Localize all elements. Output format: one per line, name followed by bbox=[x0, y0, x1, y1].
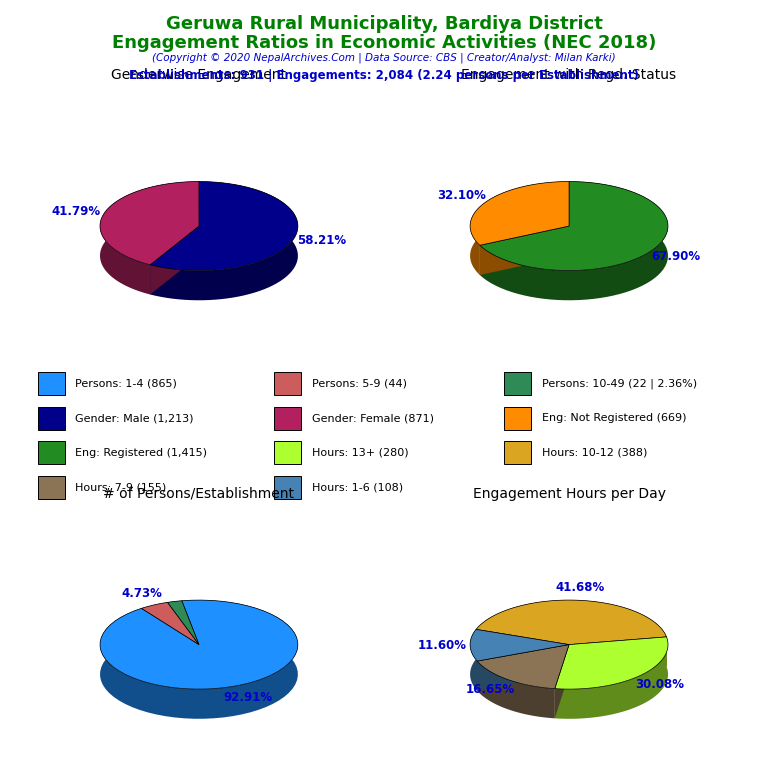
Bar bbox=[504, 372, 531, 396]
Polygon shape bbox=[477, 644, 569, 690]
Text: 41.68%: 41.68% bbox=[555, 581, 604, 594]
Polygon shape bbox=[150, 226, 199, 294]
Polygon shape bbox=[150, 181, 298, 300]
Text: 16.65%: 16.65% bbox=[466, 683, 515, 696]
Polygon shape bbox=[554, 637, 668, 719]
Bar bbox=[274, 475, 301, 498]
Text: 32.10%: 32.10% bbox=[438, 189, 486, 202]
Bar bbox=[38, 407, 65, 429]
Polygon shape bbox=[141, 602, 167, 638]
Title: # of Persons/Establishment: # of Persons/Establishment bbox=[104, 487, 294, 501]
Text: Hours: 7-9 (155): Hours: 7-9 (155) bbox=[75, 482, 167, 492]
Text: 11.60%: 11.60% bbox=[418, 639, 467, 652]
Polygon shape bbox=[480, 181, 668, 270]
Bar bbox=[504, 407, 531, 429]
Polygon shape bbox=[480, 181, 668, 300]
Text: Persons: 1-4 (865): Persons: 1-4 (865) bbox=[75, 379, 177, 389]
Polygon shape bbox=[480, 226, 569, 275]
Polygon shape bbox=[182, 601, 199, 674]
Polygon shape bbox=[554, 644, 569, 718]
Polygon shape bbox=[100, 181, 199, 294]
Bar bbox=[38, 372, 65, 396]
Polygon shape bbox=[470, 629, 569, 661]
Title: Genderwise Engagement: Genderwise Engagement bbox=[111, 68, 286, 82]
Text: Engagement Ratios in Economic Activities (NEC 2018): Engagement Ratios in Economic Activities… bbox=[112, 34, 656, 51]
Bar bbox=[38, 475, 65, 498]
Text: 67.90%: 67.90% bbox=[652, 250, 700, 263]
Bar bbox=[274, 372, 301, 396]
Bar bbox=[274, 407, 301, 429]
Text: 58.21%: 58.21% bbox=[297, 234, 346, 247]
Polygon shape bbox=[480, 226, 569, 275]
Polygon shape bbox=[476, 629, 569, 674]
Text: 30.08%: 30.08% bbox=[635, 678, 684, 690]
Polygon shape bbox=[100, 181, 199, 265]
Polygon shape bbox=[554, 644, 569, 718]
Polygon shape bbox=[141, 602, 199, 644]
Text: Eng: Registered (1,415): Eng: Registered (1,415) bbox=[75, 448, 207, 458]
Text: Gender: Female (871): Gender: Female (871) bbox=[312, 413, 434, 423]
Polygon shape bbox=[554, 637, 668, 689]
Polygon shape bbox=[100, 600, 298, 689]
Polygon shape bbox=[470, 629, 477, 690]
Polygon shape bbox=[167, 601, 182, 632]
Text: (Copyright © 2020 NepalArchives.Com | Data Source: CBS | Creator/Analyst: Milan : (Copyright © 2020 NepalArchives.Com | Da… bbox=[152, 53, 616, 64]
Polygon shape bbox=[167, 601, 199, 644]
Polygon shape bbox=[167, 602, 199, 674]
Polygon shape bbox=[476, 629, 569, 674]
Bar bbox=[38, 441, 65, 464]
Polygon shape bbox=[569, 637, 667, 674]
Text: Gender: Male (1,213): Gender: Male (1,213) bbox=[75, 413, 194, 423]
Polygon shape bbox=[150, 181, 298, 270]
Title: Engagement with Regd. Status: Engagement with Regd. Status bbox=[462, 68, 677, 82]
Polygon shape bbox=[182, 601, 199, 674]
Polygon shape bbox=[477, 661, 554, 718]
Text: Hours: 1-6 (108): Hours: 1-6 (108) bbox=[312, 482, 403, 492]
Text: 92.91%: 92.91% bbox=[223, 690, 273, 703]
Polygon shape bbox=[476, 600, 667, 644]
Bar bbox=[274, 441, 301, 464]
Text: Hours: 10-12 (388): Hours: 10-12 (388) bbox=[541, 448, 647, 458]
Polygon shape bbox=[167, 602, 199, 674]
Text: Establishments: 931 | Engagements: 2,084 (2.24 persons per Establishment): Establishments: 931 | Engagements: 2,084… bbox=[129, 69, 639, 82]
Text: 41.79%: 41.79% bbox=[52, 205, 101, 218]
Text: Hours: 13+ (280): Hours: 13+ (280) bbox=[312, 448, 409, 458]
Text: 4.73%: 4.73% bbox=[121, 588, 162, 601]
Polygon shape bbox=[477, 644, 569, 689]
Bar bbox=[504, 441, 531, 464]
Text: Eng: Not Registered (669): Eng: Not Registered (669) bbox=[541, 413, 686, 423]
Polygon shape bbox=[477, 644, 569, 690]
Polygon shape bbox=[141, 608, 199, 674]
Polygon shape bbox=[470, 181, 569, 275]
Polygon shape bbox=[100, 600, 298, 719]
Polygon shape bbox=[470, 181, 569, 245]
Polygon shape bbox=[569, 637, 667, 674]
Text: Persons: 10-49 (22 | 2.36%): Persons: 10-49 (22 | 2.36%) bbox=[541, 379, 697, 389]
Polygon shape bbox=[150, 226, 199, 294]
Title: Engagement Hours per Day: Engagement Hours per Day bbox=[472, 487, 666, 501]
Text: Persons: 5-9 (44): Persons: 5-9 (44) bbox=[312, 379, 407, 389]
Polygon shape bbox=[141, 608, 199, 674]
Text: Geruwa Rural Municipality, Bardiya District: Geruwa Rural Municipality, Bardiya Distr… bbox=[166, 15, 602, 33]
Polygon shape bbox=[476, 600, 667, 667]
